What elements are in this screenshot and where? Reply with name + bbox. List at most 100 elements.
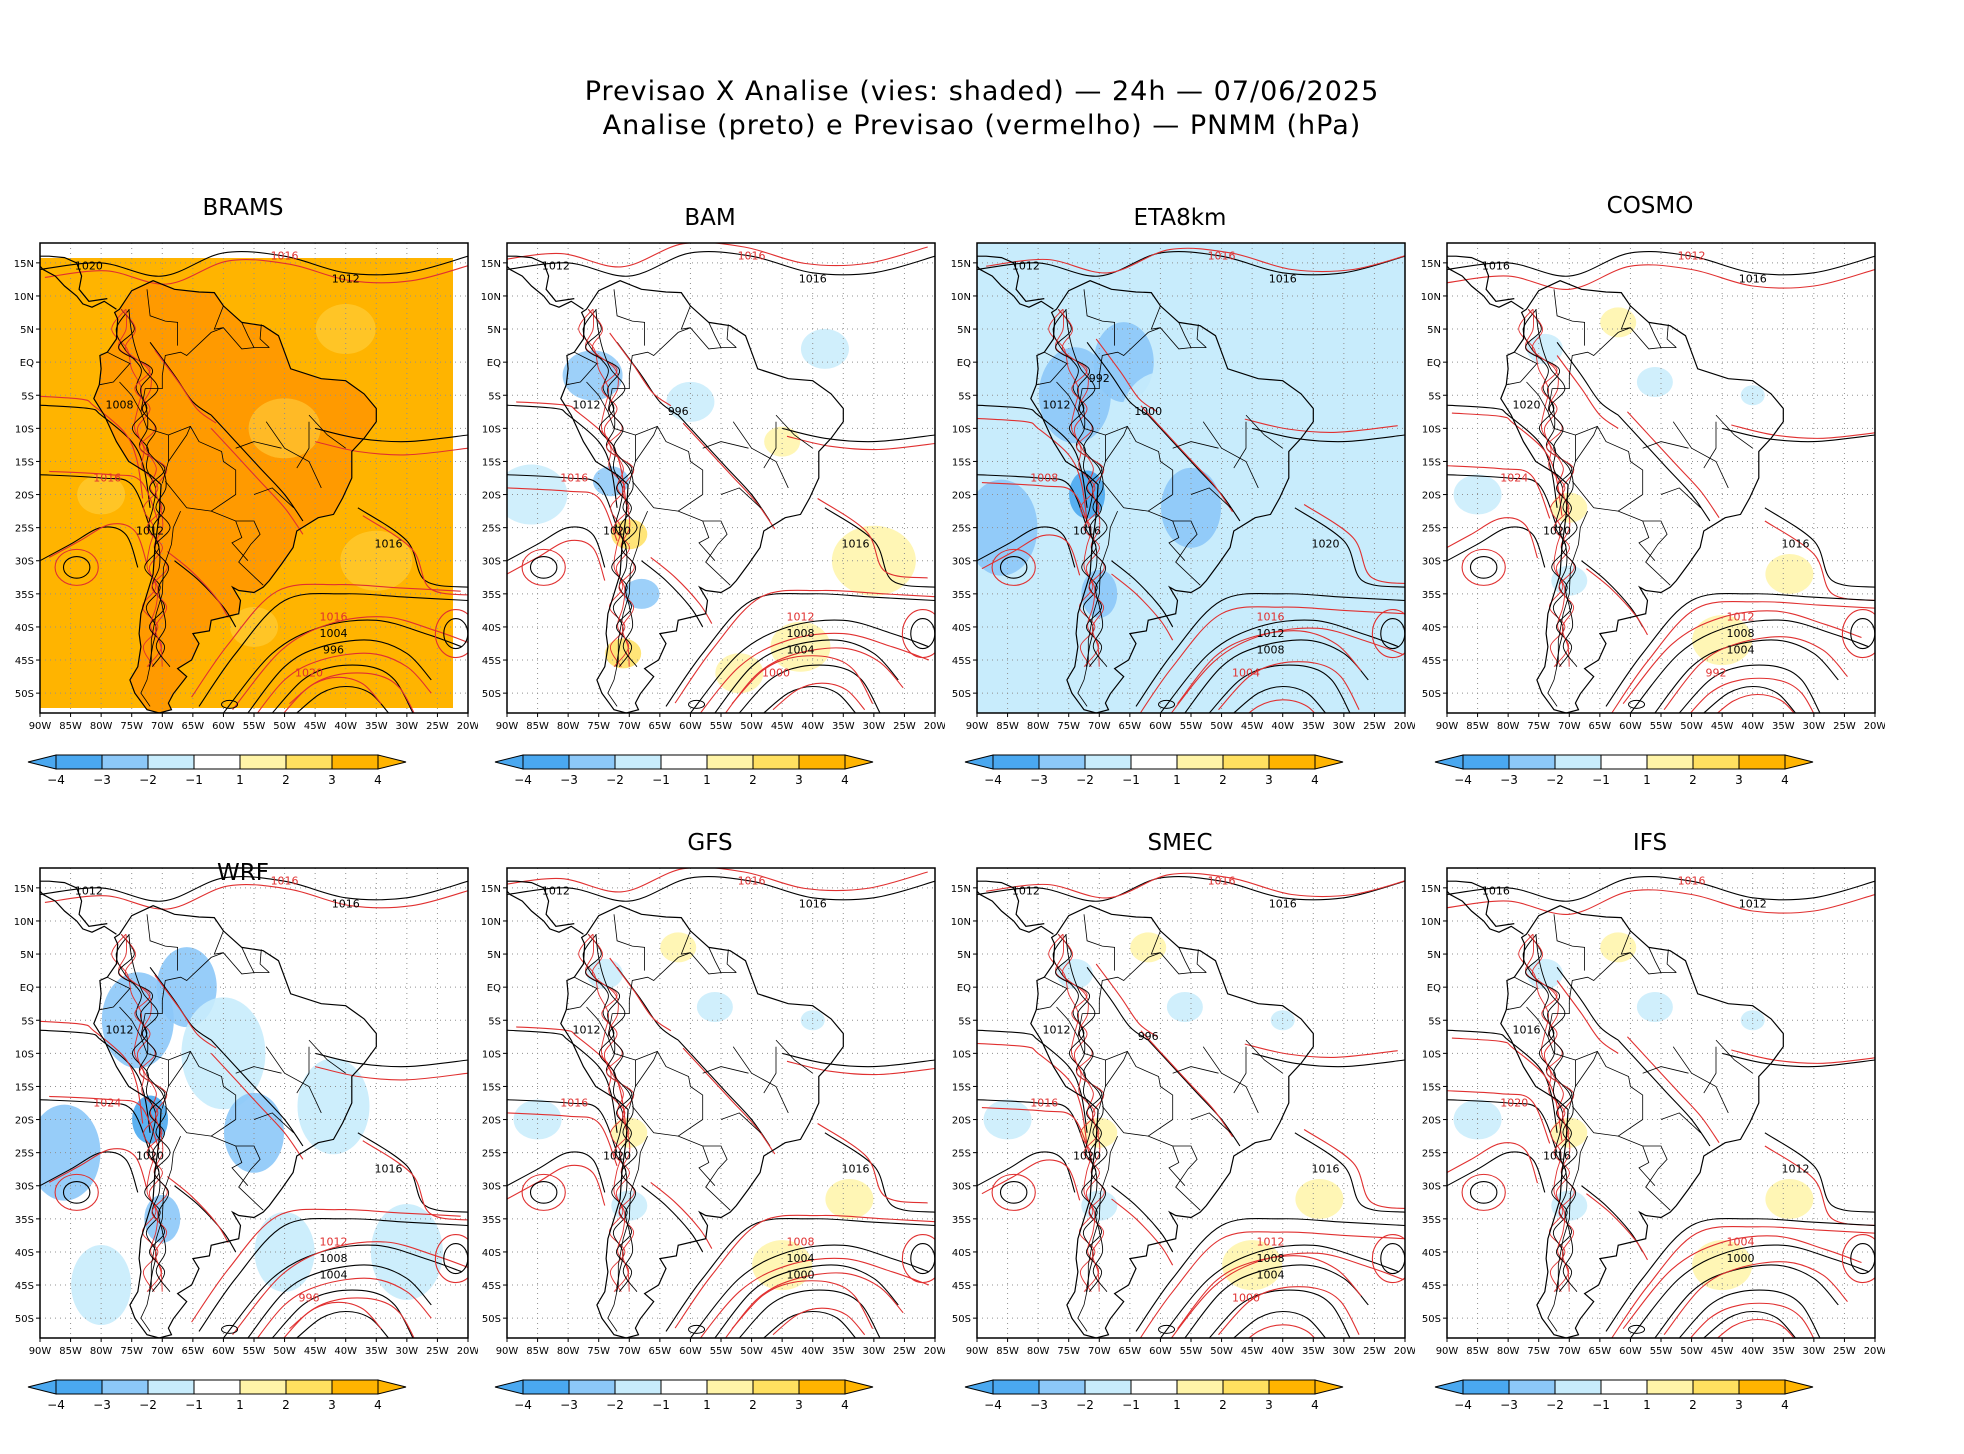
- country-border: [1101, 1050, 1174, 1137]
- colorbar-segment: [147, 754, 195, 770]
- colorbar-label: 2: [749, 1398, 757, 1412]
- analysis-isobar: [1447, 251, 1875, 277]
- forecast-isobar: [1586, 568, 1648, 636]
- lon-tick-label: 55W: [710, 721, 733, 732]
- isobar-label: 1020: [603, 1149, 631, 1162]
- analysis-isobar: [1469, 1181, 1498, 1204]
- coastline: [560, 905, 844, 1338]
- lon-tick-label: 45W: [771, 1346, 794, 1357]
- country-border: [1547, 1135, 1588, 1332]
- forecast-isobar: [1111, 1198, 1174, 1266]
- lat-tick-label: 20S: [1422, 1116, 1441, 1127]
- colorbar-segment: [844, 1379, 874, 1395]
- forecast-isobar: [44, 259, 468, 285]
- forecast-isobar: [44, 884, 468, 910]
- forecast-isobar: [1095, 338, 1158, 413]
- colorbar-segment: [1554, 754, 1602, 770]
- forecast-isobar: [507, 1164, 606, 1206]
- lon-tick-label: 50W: [1680, 1346, 1703, 1357]
- lon-tick-label: 25W: [1363, 1346, 1386, 1357]
- forecast-isobar: [1058, 933, 1105, 1292]
- lon-tick-label: 50W: [273, 1346, 296, 1357]
- forecast-isobar: [1447, 1142, 1539, 1184]
- country-border: [1666, 949, 1677, 973]
- analysis-isobar: [763, 685, 856, 713]
- analysis-isobar: [738, 1289, 881, 1338]
- analysis-isobar: [1447, 876, 1875, 902]
- forecast-isobar: [118, 934, 163, 1292]
- forecast-isobar: [1556, 355, 1619, 429]
- country-border: [1703, 1046, 1717, 1094]
- analysis-isobar: [714, 1264, 899, 1338]
- forecast-isobar: [1447, 465, 1551, 519]
- forecast-isobar: [507, 243, 928, 268]
- forecast-isobar: [772, 682, 866, 711]
- lat-tick-label: 15N: [1421, 884, 1441, 895]
- isobar-label: 1008: [1256, 643, 1284, 656]
- coastline: [1628, 1324, 1646, 1334]
- isobar-label: 1016: [1256, 610, 1284, 623]
- lon-tick-label: 35W: [1302, 721, 1325, 732]
- isobar-label: 1020: [1073, 1149, 1101, 1162]
- bias-shading: [605, 638, 642, 669]
- colorbar-segment: [1784, 1379, 1814, 1395]
- isobar-label: 1000: [1232, 1292, 1260, 1305]
- country-border: [140, 510, 181, 707]
- forecast-isobar: [1622, 1235, 1862, 1330]
- lon-tick-label: 35W: [1772, 721, 1795, 732]
- lat-tick-label: 10S: [952, 424, 971, 435]
- colorbar: −4 −3 −2 −1 1 2 3 4: [27, 754, 407, 787]
- lat-tick-label: 35S: [952, 590, 971, 601]
- forecast-isobar: [1055, 309, 1100, 667]
- forecast-isobar: [1447, 517, 1539, 559]
- coastline: [93, 280, 377, 713]
- lon-tick-label: 20W: [1864, 721, 1885, 732]
- colorbar-label: −1: [185, 1398, 203, 1412]
- lon-tick-label: 80W: [1497, 1346, 1520, 1357]
- lat-tick-label: 15S: [482, 1082, 501, 1093]
- analysis-isobar: [1764, 507, 1875, 588]
- colorbar: −4 −3 −2 −1 1 2 3 4: [1434, 1379, 1814, 1412]
- map-canvas: 1012 1016 1016 1012 1016 1020 1016 1008 1004 1000…: [481, 867, 946, 1412]
- isobar-label: 1012: [1739, 898, 1767, 911]
- country-border: [1660, 487, 1701, 509]
- lon-tick-label: 75W: [1057, 721, 1080, 732]
- forecast-isobar: [314, 1066, 468, 1081]
- isobar-label: 1008: [105, 398, 133, 411]
- map-canvas: 1016 1012 1016 1020 1024 1020 1016 1012 1008 1004…: [1421, 242, 1886, 787]
- country-border: [1168, 520, 1186, 561]
- bias-shading: [1038, 347, 1111, 444]
- country-border: [586, 381, 609, 412]
- forecast-isobar: [981, 482, 1093, 536]
- isobar-label: 1016: [738, 875, 766, 888]
- colorbar-segment: [1434, 754, 1464, 770]
- lon-tick-label: 60W: [1619, 721, 1642, 732]
- country-border: [708, 947, 722, 973]
- lon-tick-label: 25W: [426, 1346, 449, 1357]
- bias-shading: [230, 606, 278, 647]
- forecast-isobar: [516, 1026, 627, 1130]
- lat-tick-label: 45S: [15, 656, 34, 667]
- country-border: [1642, 1066, 1689, 1074]
- colorbar-label: 1: [1173, 773, 1181, 787]
- lat-tick-label: 5S: [1428, 391, 1441, 402]
- lon-tick-label: 55W: [1650, 721, 1673, 732]
- lon-tick-label: 40W: [334, 721, 357, 732]
- forecast-isobar: [1218, 1286, 1360, 1336]
- forecast-isobar: [1461, 548, 1506, 586]
- lon-tick-label: 85W: [59, 1346, 82, 1357]
- analysis-isobar: [1605, 592, 1875, 707]
- colorbar-label: −3: [560, 773, 578, 787]
- analysis-isobar: [1251, 427, 1405, 443]
- country-border: [235, 1066, 282, 1074]
- isobar-label: 1016: [560, 471, 588, 484]
- isobar-label: 1016: [1678, 875, 1706, 888]
- country-border: [241, 322, 255, 348]
- isobar-label: 1016: [271, 250, 299, 263]
- map-canvas: 1012 1016 1016 1012 1024 1020 1016 1012 1008 1004…: [14, 867, 479, 1412]
- bias-shading: [1161, 467, 1221, 548]
- lon-tick-label: 75W: [120, 721, 143, 732]
- lat-tick-label: 15N: [951, 259, 971, 270]
- colorbar-label: 2: [1689, 773, 1697, 787]
- forecast-isobar: [256, 652, 432, 713]
